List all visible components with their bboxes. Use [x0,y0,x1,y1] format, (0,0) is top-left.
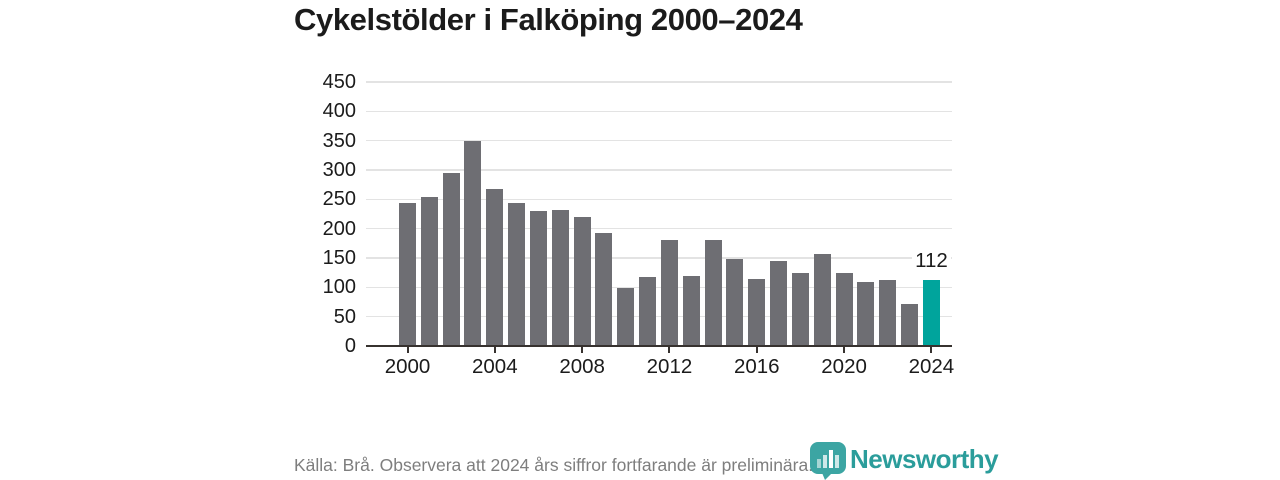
x-axis-label-2020: 2020 [821,355,867,378]
y-axis-label-250: 250 [322,188,356,211]
bar-2013 [682,275,700,346]
x-tick-2008 [581,347,584,353]
newsworthy-logo: Newsworthy [810,442,999,480]
bar-2012 [660,240,678,346]
x-tick-2016 [755,347,758,353]
x-tick-2024 [930,347,933,353]
gridline-400 [366,110,952,113]
x-tick-2020 [843,347,846,353]
bar-2007 [551,209,569,346]
bar-2015 [726,258,744,346]
gridline-100 [366,286,952,289]
gridline-200 [366,227,952,230]
x-tick-2000 [406,347,409,353]
gridline-350 [366,139,952,142]
y-axis-label-200: 200 [322,217,356,240]
bar-2023 [901,304,919,346]
x-axis-label-2008: 2008 [559,355,605,378]
x-axis-label-2004: 2004 [472,355,518,378]
bar-2021 [857,282,875,346]
source-note: Källa: Brå. Observera att 2024 års siffr… [294,455,814,475]
bar-2011 [639,276,657,346]
x-tick-2004 [493,347,496,353]
chart-title: Cykelstölder i Falköping 2000–2024 [294,2,803,37]
x-axis-label-2000: 2000 [384,355,431,378]
bar-2019 [813,253,831,346]
bar-2008 [573,216,591,346]
x-axis-label-2012: 2012 [646,355,693,378]
bar-2001 [420,196,438,346]
value-label-2024: 112 [886,249,976,273]
gridline-50 [366,315,952,318]
x-axis-label-2024: 2024 [908,355,955,378]
newsworthy-wordmark: Newsworthy [850,444,999,474]
bar-2006 [529,211,547,346]
bar-chart-badge-icon [810,442,846,480]
bar-2017 [770,260,788,346]
bar-2014 [704,239,722,346]
bar-2024 [922,280,940,346]
x-axis-label-2016: 2016 [733,355,780,378]
bar-2009 [595,232,613,346]
bar-2005 [508,202,526,346]
x-axis-line [366,344,952,348]
gridline-150 [366,257,952,259]
x-tick-2012 [668,347,671,353]
bar-2004 [486,188,504,346]
bar-2018 [791,272,809,346]
bar-2010 [617,287,635,346]
bar-2022 [879,279,897,346]
bar-2002 [442,172,460,346]
bar-2003 [464,141,482,346]
gridline-300 [366,169,952,171]
y-axis-label-100: 100 [322,276,356,299]
y-axis-label-50: 50 [333,305,356,328]
bar-2016 [748,279,766,346]
y-axis-label-350: 350 [322,129,356,152]
y-axis-label-0: 0 [344,335,356,357]
y-axis-label-150: 150 [322,247,356,269]
gridline-250 [366,198,952,201]
gridline-450 [366,81,952,83]
bar-2020 [835,272,853,346]
y-axis-label-450: 450 [322,71,356,93]
y-axis-label-400: 400 [322,100,356,123]
bar-2000 [399,203,416,346]
y-axis-label-300: 300 [322,159,356,181]
